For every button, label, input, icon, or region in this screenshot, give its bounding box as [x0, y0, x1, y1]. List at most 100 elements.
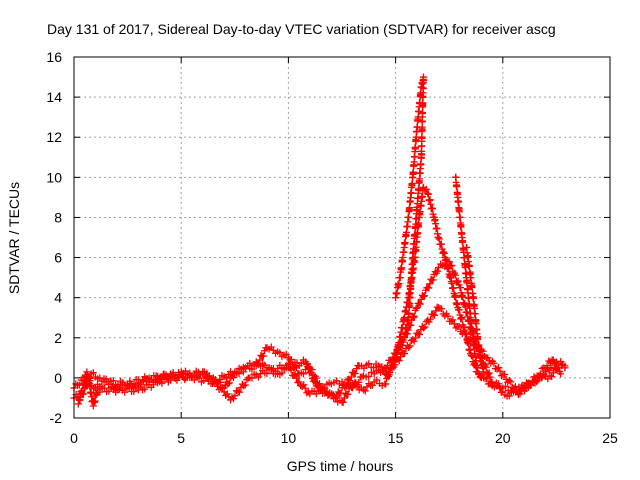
data-point: [409, 168, 417, 176]
data-point: [425, 284, 433, 292]
x-tick-label: 10: [281, 430, 297, 446]
data-point: [231, 392, 239, 400]
data-point: [410, 312, 418, 320]
data-point: [91, 397, 99, 405]
data-point: [401, 239, 409, 247]
data-point: [388, 357, 396, 365]
data-point: [409, 264, 417, 272]
data-point: [516, 390, 524, 398]
data-point: [419, 292, 427, 300]
data-point: [420, 324, 428, 332]
data-point: [225, 379, 233, 387]
data-point: [411, 143, 419, 151]
chart-title: Day 131 of 2017, Sidereal Day-to-day VTE…: [47, 21, 556, 37]
data-point: [280, 365, 288, 373]
data-point: [469, 342, 477, 350]
data-point: [545, 357, 553, 365]
data-point: [396, 344, 404, 352]
data-point: [451, 271, 459, 279]
data-point: [468, 284, 476, 292]
data-point: [166, 376, 174, 384]
data-point: [276, 349, 284, 357]
data-point: [440, 249, 448, 257]
data-point: [511, 383, 519, 391]
data-point: [346, 377, 354, 385]
data-point: [89, 369, 97, 377]
y-axis-label: SDTVAR / TECUs: [6, 182, 22, 294]
y-tick-label: 0: [54, 370, 62, 386]
data-point: [234, 387, 242, 395]
data-point: [307, 369, 315, 377]
data-point: [240, 382, 248, 390]
data-point: [109, 377, 117, 385]
data-point: [501, 382, 509, 390]
data-point: [370, 364, 378, 372]
data-point: [386, 369, 394, 377]
grid-lines: [74, 57, 610, 418]
data-point: [437, 240, 445, 248]
data-point: [287, 355, 295, 363]
data-point: [391, 361, 399, 369]
data-point: [181, 374, 189, 382]
data-point: [256, 356, 264, 364]
data-point: [430, 311, 438, 319]
data-point: [205, 372, 213, 380]
data-point: [259, 352, 267, 360]
data-point: [378, 363, 386, 371]
data-point: [554, 364, 562, 372]
data-point: [405, 344, 413, 351]
data-point: [139, 376, 147, 384]
data-point: [130, 380, 138, 388]
y-tick-label: 12: [46, 129, 62, 145]
data-point: [361, 387, 369, 395]
data-point: [248, 365, 256, 373]
data-point: [527, 381, 535, 389]
data-point: [538, 365, 546, 373]
data-point: [435, 235, 443, 243]
data-point: [125, 384, 133, 392]
data-point: [426, 315, 434, 323]
x-tick-labels: 0 5 10 15 20 25: [70, 430, 618, 446]
data-point: [365, 372, 373, 380]
data-point: [365, 360, 373, 368]
data-point: [449, 316, 457, 324]
data-point: [462, 330, 470, 338]
data-point: [410, 337, 418, 345]
data-point: [479, 347, 487, 355]
data-point: [212, 378, 220, 386]
data-point: [445, 258, 453, 266]
data-point: [505, 376, 513, 384]
data-point: [415, 179, 423, 187]
data-point: [507, 378, 515, 386]
data-point: [458, 315, 466, 323]
axis-ticks: [73, 56, 611, 419]
data-point: [495, 364, 503, 372]
data-point: [514, 391, 522, 399]
y-tick-label: 10: [46, 169, 62, 185]
data-point: [477, 346, 485, 354]
data-point: [452, 324, 460, 332]
data-point: [412, 304, 420, 312]
data-point: [407, 321, 415, 329]
data-point: [455, 322, 463, 330]
data-point: [233, 368, 241, 376]
data-point: [349, 384, 357, 392]
x-tick-label: 20: [495, 430, 511, 446]
data-point: [295, 378, 303, 386]
y-tick-label: 6: [54, 250, 62, 266]
x-axis-label: GPS time / hours: [287, 458, 394, 474]
data-point: [303, 361, 311, 369]
x-tick-label: 15: [388, 430, 404, 446]
data-point: [429, 276, 437, 284]
data-point: [480, 368, 488, 376]
data-point: [473, 340, 481, 348]
data-point: [466, 334, 474, 342]
data-point: [411, 334, 419, 342]
data-point: [453, 183, 461, 191]
data-point: [530, 373, 538, 381]
data-point: [455, 306, 463, 314]
data-point: [496, 367, 504, 375]
data-point: [422, 185, 430, 193]
data-point: [551, 358, 559, 366]
data-point: [292, 374, 300, 382]
